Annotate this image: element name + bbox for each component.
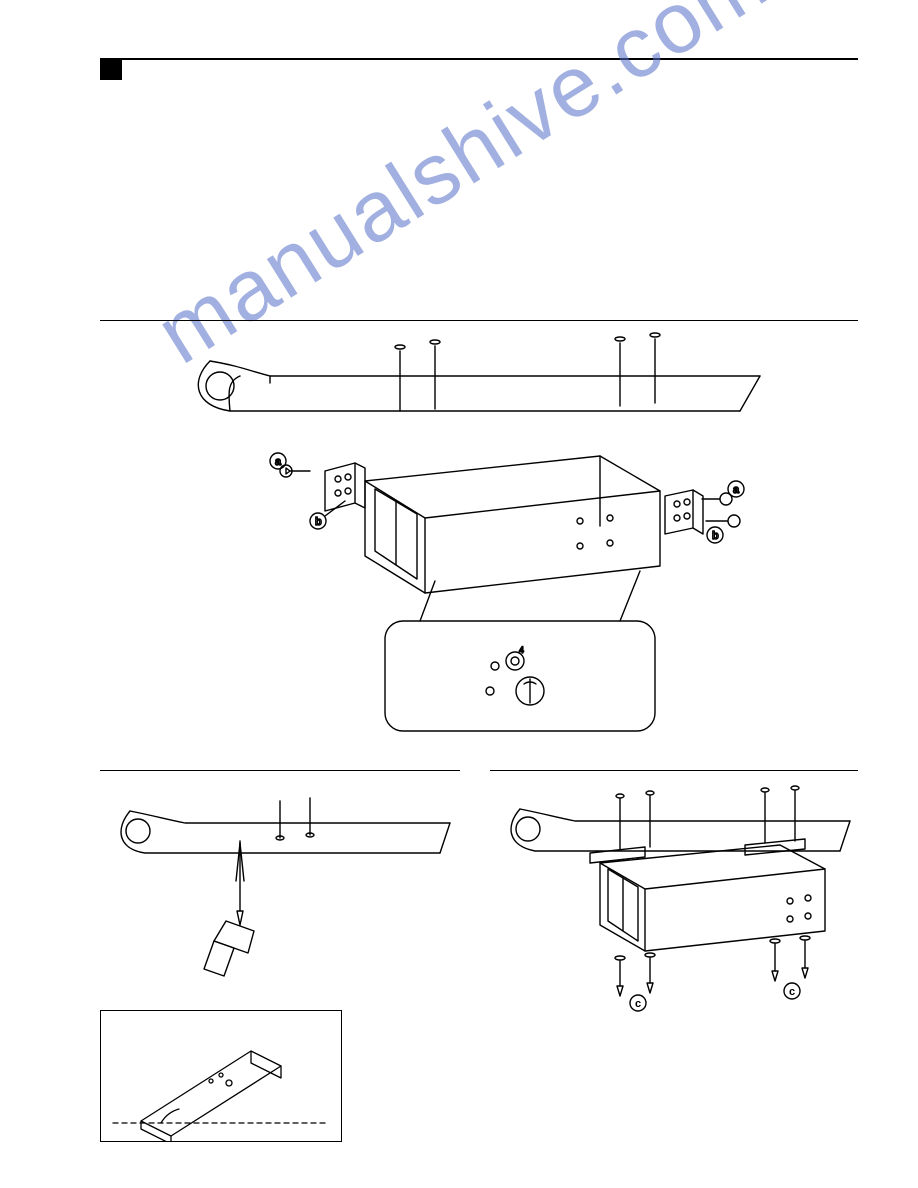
diagram-lower-left-svg bbox=[100, 771, 460, 991]
callout-a-right: a bbox=[733, 484, 740, 496]
diagram-lower-right: c c bbox=[490, 770, 858, 1031]
diagram-main-svg: a b bbox=[100, 321, 860, 741]
diagram-angle-box bbox=[100, 1010, 342, 1142]
page: manualshive.com bbox=[0, 0, 918, 1188]
callout-b-right: b bbox=[712, 530, 719, 542]
callout-a-left: a bbox=[275, 456, 282, 468]
section-marker-square bbox=[100, 58, 122, 80]
diagram-angle-svg bbox=[101, 1011, 341, 1141]
callout-c-right: c bbox=[789, 986, 795, 998]
diagram-main: a b bbox=[100, 320, 858, 751]
diagram-lower-left bbox=[100, 770, 460, 1001]
top-rule bbox=[100, 58, 858, 60]
callout-b-left: b bbox=[315, 516, 322, 528]
inset-dial-number: 4 bbox=[519, 645, 524, 655]
callout-c-left: c bbox=[635, 998, 641, 1010]
diagram-lower-right-svg: c c bbox=[490, 771, 860, 1021]
